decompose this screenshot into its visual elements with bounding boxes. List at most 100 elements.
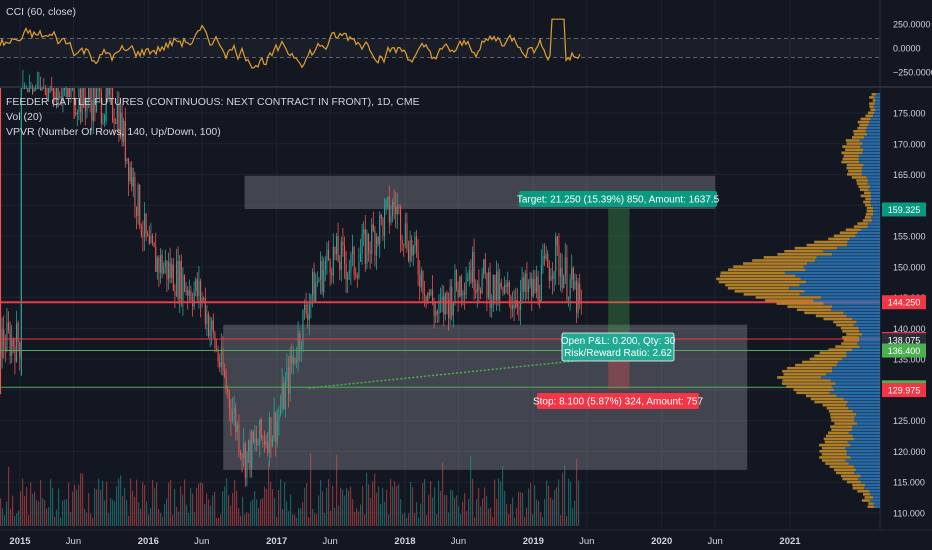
candle-body bbox=[545, 253, 547, 259]
volume-bar bbox=[556, 487, 558, 526]
volume-bar bbox=[86, 512, 88, 526]
volume-bar bbox=[164, 504, 166, 526]
volume-bar bbox=[506, 504, 508, 526]
vpvr-row-down bbox=[852, 486, 865, 490]
candle-body bbox=[0, 88, 2, 395]
vpvr-row-down bbox=[853, 133, 868, 136]
volume-bar bbox=[62, 500, 64, 526]
candle-body bbox=[30, 88, 32, 89]
volume-bar bbox=[304, 487, 306, 526]
candle-body bbox=[560, 267, 562, 277]
candle-body bbox=[424, 294, 426, 296]
candle-body bbox=[134, 177, 136, 208]
volume-bar bbox=[46, 508, 48, 526]
stop-label: Stop: 8.100 (5.87%) 324, Amount: 757 bbox=[533, 393, 703, 409]
candle-body bbox=[176, 261, 178, 296]
volume-bar bbox=[348, 490, 350, 526]
candle-body bbox=[368, 234, 370, 252]
volume-bar bbox=[376, 492, 378, 526]
volume-bar bbox=[198, 483, 200, 526]
vpvr-row-down bbox=[755, 296, 822, 299]
volume-bar bbox=[548, 485, 550, 526]
vpvr-row-down bbox=[842, 477, 859, 481]
volume-bar bbox=[380, 503, 382, 526]
volume-bar bbox=[126, 500, 128, 526]
candle-body bbox=[556, 236, 558, 246]
volume-bar bbox=[116, 486, 118, 526]
candle-body bbox=[403, 243, 405, 245]
candle-body bbox=[3, 329, 5, 348]
candle-body bbox=[166, 260, 168, 280]
pnl-box-bg bbox=[561, 332, 675, 362]
volume-bar bbox=[130, 478, 132, 526]
volume-bar bbox=[374, 473, 376, 526]
volume-bar bbox=[158, 509, 160, 526]
candle-body bbox=[97, 88, 99, 90]
vpvr-row-down bbox=[864, 203, 872, 207]
candle-body bbox=[324, 261, 326, 270]
volume-bar bbox=[424, 479, 426, 526]
vpvr-row-up bbox=[869, 489, 880, 493]
candle-body bbox=[126, 158, 128, 162]
volume-bar bbox=[562, 472, 564, 526]
candle-body bbox=[105, 88, 107, 121]
candle-body bbox=[382, 218, 384, 237]
vpvr-row-down bbox=[831, 428, 853, 432]
vpvr-row-down bbox=[864, 216, 872, 219]
candle-body bbox=[83, 88, 85, 108]
candle-body bbox=[163, 267, 165, 274]
candle-body bbox=[401, 239, 403, 244]
vpvr-row-down bbox=[864, 496, 874, 499]
volume-bar bbox=[250, 501, 252, 526]
vpvr-row-down bbox=[841, 342, 858, 345]
vpvr-row-down bbox=[819, 443, 851, 447]
volume-bar bbox=[200, 482, 202, 526]
candle-body bbox=[142, 234, 144, 237]
candle-body bbox=[334, 246, 336, 255]
candle-body bbox=[540, 264, 542, 302]
volume-bar bbox=[276, 517, 278, 526]
candle-body bbox=[419, 274, 421, 288]
price-label-text: 159.325 bbox=[888, 205, 921, 215]
vpvr-row-down bbox=[853, 129, 866, 133]
candle-body bbox=[110, 88, 112, 89]
volume-bar bbox=[138, 502, 140, 526]
candle-body bbox=[336, 236, 338, 255]
volume-bar bbox=[382, 487, 384, 526]
price-label: 136.400 bbox=[882, 343, 926, 358]
candle-body bbox=[46, 88, 48, 100]
candle-body bbox=[260, 419, 262, 438]
volume-bar bbox=[410, 481, 412, 526]
candle-body bbox=[532, 279, 534, 297]
vpvr-row-up bbox=[821, 376, 880, 379]
vpvr-row-down bbox=[845, 139, 860, 142]
vpvr-row-down bbox=[782, 369, 833, 373]
vpvr-row-up bbox=[800, 277, 880, 281]
candle-body bbox=[17, 323, 19, 343]
candle-body bbox=[433, 302, 435, 316]
vpvr-row-up bbox=[832, 366, 880, 370]
vpvr-row-down bbox=[796, 308, 832, 312]
candle-body bbox=[372, 224, 374, 231]
candle-body bbox=[225, 376, 227, 390]
candle-body bbox=[513, 304, 515, 308]
candle-body bbox=[264, 437, 266, 445]
volume-bar bbox=[44, 499, 46, 526]
vpvr-row-up bbox=[847, 400, 880, 404]
volume-bar bbox=[8, 466, 10, 526]
candle-body bbox=[124, 120, 126, 162]
vpvr-row-up bbox=[852, 409, 880, 413]
vpvr-row-down bbox=[851, 176, 867, 179]
price-tick-label: 170.000 bbox=[893, 139, 926, 149]
volume-bar bbox=[144, 484, 146, 526]
vpvr-row-up bbox=[816, 256, 880, 259]
candle-body bbox=[161, 255, 163, 274]
candle-body bbox=[536, 276, 538, 293]
volume-bar bbox=[362, 485, 364, 526]
volume-bar bbox=[38, 501, 40, 526]
vpvr-row-down bbox=[793, 388, 834, 392]
candle-body bbox=[265, 441, 267, 445]
candle-body bbox=[164, 260, 166, 268]
vpvr-row-up bbox=[858, 477, 880, 481]
